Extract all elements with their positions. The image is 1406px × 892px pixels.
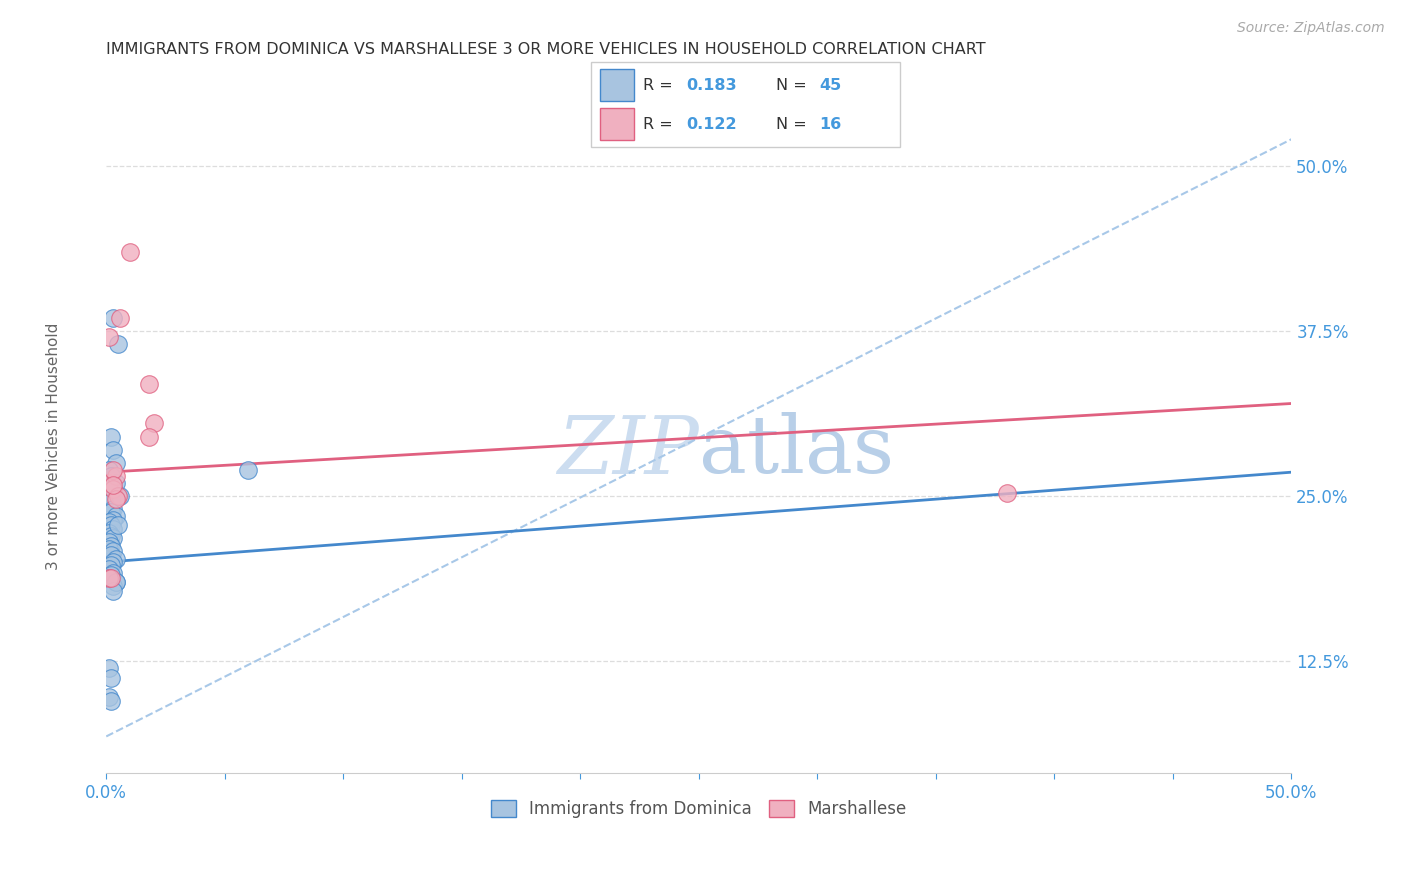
Point [97, 690, 120, 704]
Text: 16: 16 [820, 117, 842, 132]
Point [100, 571, 122, 585]
Point [100, 671, 122, 685]
Point [100, 528, 122, 542]
Point [104, 508, 127, 523]
Point [103, 555, 125, 569]
Point [103, 522, 125, 536]
Point [97, 330, 120, 344]
Point [100, 505, 122, 519]
Point [107, 489, 129, 503]
Point [103, 584, 125, 599]
Legend: Immigrants from Dominica, Marshallese: Immigrants from Dominica, Marshallese [485, 793, 912, 824]
Point [100, 694, 122, 708]
Text: R =: R = [643, 117, 678, 132]
Text: R =: R = [643, 78, 678, 93]
Point [97, 475, 120, 490]
Point [107, 518, 129, 533]
Text: ZIP: ZIP [557, 413, 699, 490]
Point [103, 566, 125, 580]
Text: N =: N = [776, 117, 813, 132]
Point [100, 539, 122, 553]
Point [110, 489, 132, 503]
Point [100, 549, 122, 563]
Point [100, 568, 122, 582]
FancyBboxPatch shape [591, 62, 900, 147]
Point [103, 579, 125, 593]
Point [97, 526, 120, 541]
Point [97, 571, 120, 585]
Point [104, 574, 127, 589]
Text: 0.122: 0.122 [686, 117, 737, 132]
Point [103, 483, 125, 497]
Point [103, 502, 125, 516]
Text: 45: 45 [820, 78, 842, 93]
Point [103, 544, 125, 558]
Point [97, 571, 120, 585]
Point [97, 541, 120, 556]
Point [97, 516, 120, 530]
Point [138, 429, 160, 443]
Text: 0.183: 0.183 [686, 78, 737, 93]
Point [104, 574, 127, 589]
Point [103, 310, 125, 325]
Point [995, 486, 1018, 500]
Point [104, 552, 127, 566]
Point [103, 478, 125, 492]
Point [107, 489, 129, 503]
Point [97, 561, 120, 575]
Point [107, 337, 129, 351]
Point [103, 513, 125, 527]
Bar [600, 108, 634, 140]
Point [142, 417, 165, 431]
Text: Source: ZipAtlas.com: Source: ZipAtlas.com [1237, 21, 1385, 35]
Point [97, 661, 120, 675]
Text: N =: N = [776, 78, 813, 93]
Point [97, 535, 120, 549]
Point [100, 518, 122, 533]
Point [104, 469, 127, 483]
Point [104, 456, 127, 470]
Point [97, 462, 120, 476]
Point [138, 376, 160, 391]
Text: IMMIGRANTS FROM DOMINICA VS MARSHALLESE 3 OR MORE VEHICLES IN HOUSEHOLD CORRELAT: IMMIGRANTS FROM DOMINICA VS MARSHALLESE … [107, 42, 986, 57]
Point [238, 462, 260, 476]
Point [110, 310, 132, 325]
Bar [600, 70, 634, 102]
Point [100, 558, 122, 572]
Point [103, 483, 125, 497]
Point [104, 491, 127, 506]
Point [104, 475, 127, 490]
Point [100, 429, 122, 443]
Point [100, 491, 122, 506]
Point [100, 469, 122, 483]
Point [103, 442, 125, 457]
Point [118, 244, 141, 259]
Text: atlas: atlas [699, 412, 894, 491]
Text: 3 or more Vehicles in Household: 3 or more Vehicles in Household [46, 322, 60, 570]
Point [103, 531, 125, 545]
Point [97, 495, 120, 509]
Point [103, 462, 125, 476]
